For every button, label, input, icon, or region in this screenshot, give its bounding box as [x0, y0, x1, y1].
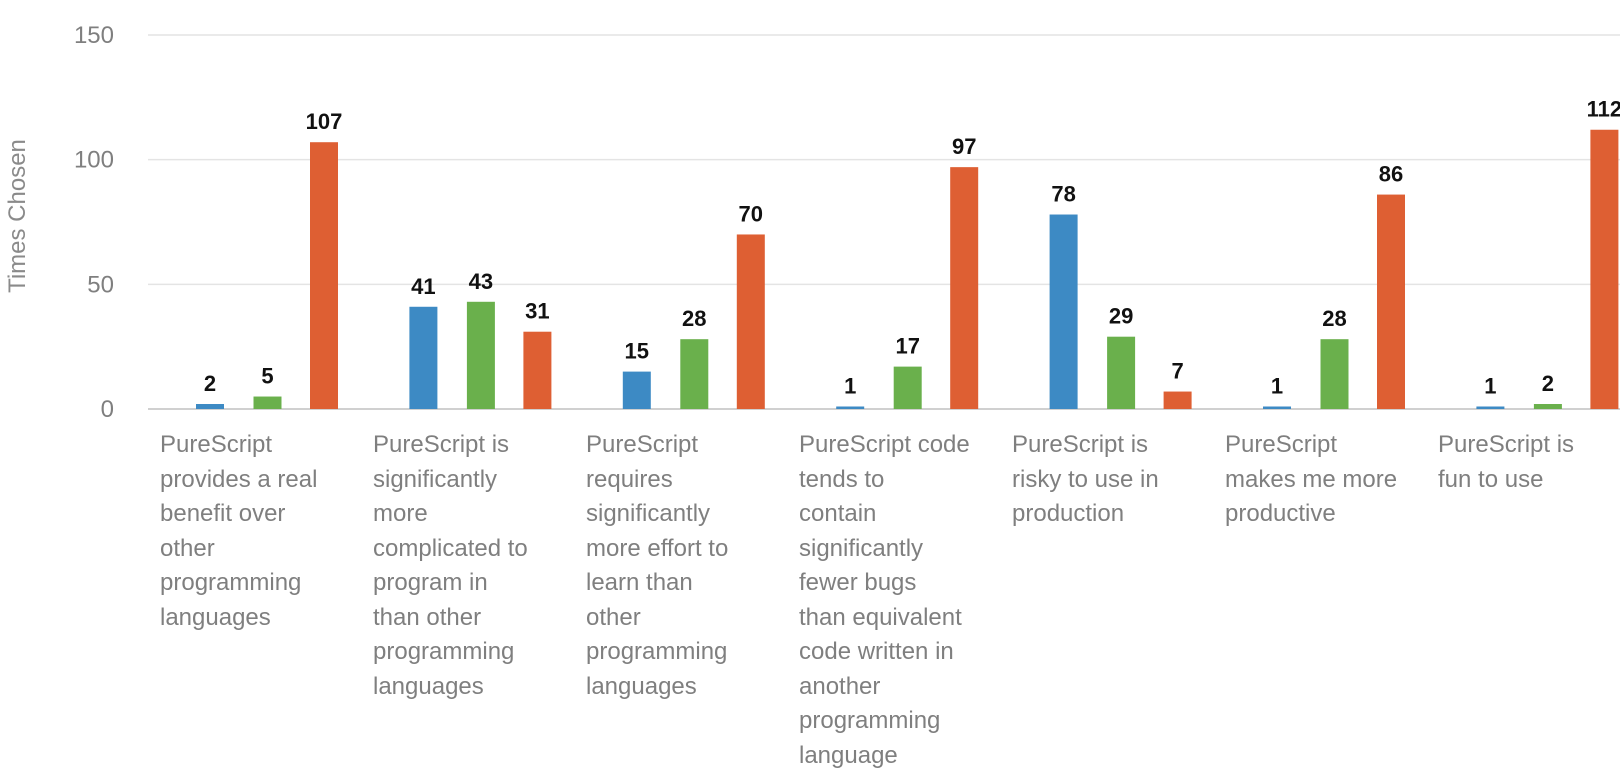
x-category-label-line: programming: [799, 707, 941, 734]
bar: [1049, 214, 1078, 409]
x-category-label-line: programming: [586, 638, 728, 665]
x-category-label: PureScript is significantly more complicate…: [373, 428, 563, 704]
x-category-label-line: significantly: [586, 500, 711, 527]
bar: [1590, 129, 1619, 409]
x-category-label-line: PureScript is: [373, 431, 510, 458]
bar: [1320, 339, 1349, 409]
bar: [196, 404, 224, 409]
bar: [1533, 404, 1562, 409]
data-label: 31: [525, 299, 549, 324]
data-label: 17: [895, 334, 919, 359]
data-label: 5: [261, 364, 273, 389]
x-category-label-line: contain: [799, 500, 877, 527]
data-label: 15: [625, 339, 649, 364]
data-label: 86: [1379, 162, 1403, 187]
bar: [253, 396, 282, 409]
bar: [1377, 194, 1405, 409]
x-category-label: PureScript provides a real benefit over oth…: [160, 428, 350, 635]
x-category-label-line: code written in: [799, 638, 954, 665]
x-category-label-line: requires: [586, 465, 673, 493]
x-category-label-line: other: [160, 534, 215, 562]
x-category-label-line: risky to use in: [1012, 465, 1159, 493]
data-label: 70: [739, 201, 763, 226]
x-category-label-line: complicated to: [373, 534, 528, 562]
x-category-label-line: production: [1012, 500, 1125, 527]
bar: [1107, 336, 1136, 409]
bar: [1163, 391, 1192, 409]
bar: [1263, 406, 1291, 409]
bar: [736, 234, 765, 409]
x-category-label-line: other: [586, 603, 641, 631]
x-category-label: PureScript is fun to use: [1438, 428, 1613, 497]
x-category-label: PureScript requires significantly more effo…: [586, 428, 776, 704]
bar: [622, 371, 651, 409]
y-tick-label: 150: [74, 22, 114, 49]
data-label: 1: [1484, 374, 1496, 399]
x-category-label-line: languages: [160, 603, 271, 631]
bar: [893, 366, 922, 409]
x-category-label-line: languages: [586, 672, 697, 700]
x-category-label-line: makes me more: [1225, 465, 1398, 493]
x-category-label: PureScript is risky to use in production: [1012, 428, 1202, 532]
y-tick-label: 50: [87, 271, 114, 298]
x-category-label-line: PureScript is: [1012, 431, 1149, 458]
data-label: 1: [844, 374, 856, 399]
data-label: 2: [1542, 371, 1554, 396]
x-category-label: PureScript code tends to contain significan…: [799, 428, 989, 773]
bar: [680, 339, 709, 409]
data-label: 29: [1109, 304, 1133, 329]
data-label: 28: [682, 306, 706, 331]
bar: [836, 406, 865, 409]
x-category-label-line: program in: [373, 569, 488, 596]
y-tick-label: 0: [101, 396, 114, 423]
y-tick-label: 100: [74, 147, 114, 174]
data-label: 28: [1322, 306, 1346, 331]
data-label: 107: [306, 109, 343, 134]
bar: [1476, 406, 1505, 409]
x-category-label-line: significantly: [799, 534, 924, 562]
x-category-label-line: than equivalent: [799, 603, 962, 631]
x-category-label-line: PureScript: [1225, 431, 1338, 458]
x-category-label-line: programming: [160, 569, 302, 596]
x-category-label-line: provides a real: [160, 465, 318, 493]
x-category-label-line: learn than: [586, 569, 693, 596]
x-category-label-line: language: [799, 741, 898, 769]
data-label: 112: [1587, 97, 1620, 122]
data-label: 2: [204, 371, 216, 396]
x-category-label-line: more effort to: [586, 534, 729, 562]
x-category-label-line: productive: [1225, 500, 1336, 527]
bar: [466, 301, 495, 409]
bar: [310, 142, 338, 410]
data-label: 97: [952, 134, 976, 159]
x-category-label-line: PureScript code: [799, 431, 970, 458]
x-category-label-line: languages: [373, 672, 484, 700]
x-category-label-line: tends to: [799, 465, 885, 493]
data-label: 78: [1051, 182, 1075, 207]
x-category-label-line: PureScript is: [1438, 431, 1575, 458]
y-axis-label: Times Chosen: [4, 139, 31, 293]
data-label: 1: [1271, 374, 1283, 399]
x-category-label-line: PureScript: [160, 431, 273, 458]
data-label: 7: [1171, 359, 1183, 384]
y-tick-labels: 0 50 100 150: [74, 22, 114, 423]
x-category-label-line: benefit over: [160, 500, 286, 527]
bar: [523, 331, 552, 409]
x-category-label-line: programming: [373, 638, 515, 665]
x-category-label-line: than other: [373, 603, 482, 631]
data-label: 43: [469, 269, 493, 294]
x-category-label-line: fun to use: [1438, 465, 1544, 493]
data-label: 41: [411, 274, 435, 299]
x-category-label-line: fewer bugs: [799, 569, 917, 596]
bars: [196, 129, 1619, 410]
x-category-label-line: significantly: [373, 465, 498, 493]
bar: [950, 167, 979, 409]
x-category-label-line: PureScript: [586, 431, 699, 458]
x-category-label-line: more: [373, 500, 428, 527]
x-category-label-line: another: [799, 672, 881, 700]
gridlines: [148, 34, 1620, 410]
bar: [409, 306, 438, 409]
x-category-label: PureScript makes me more productive: [1225, 428, 1415, 532]
